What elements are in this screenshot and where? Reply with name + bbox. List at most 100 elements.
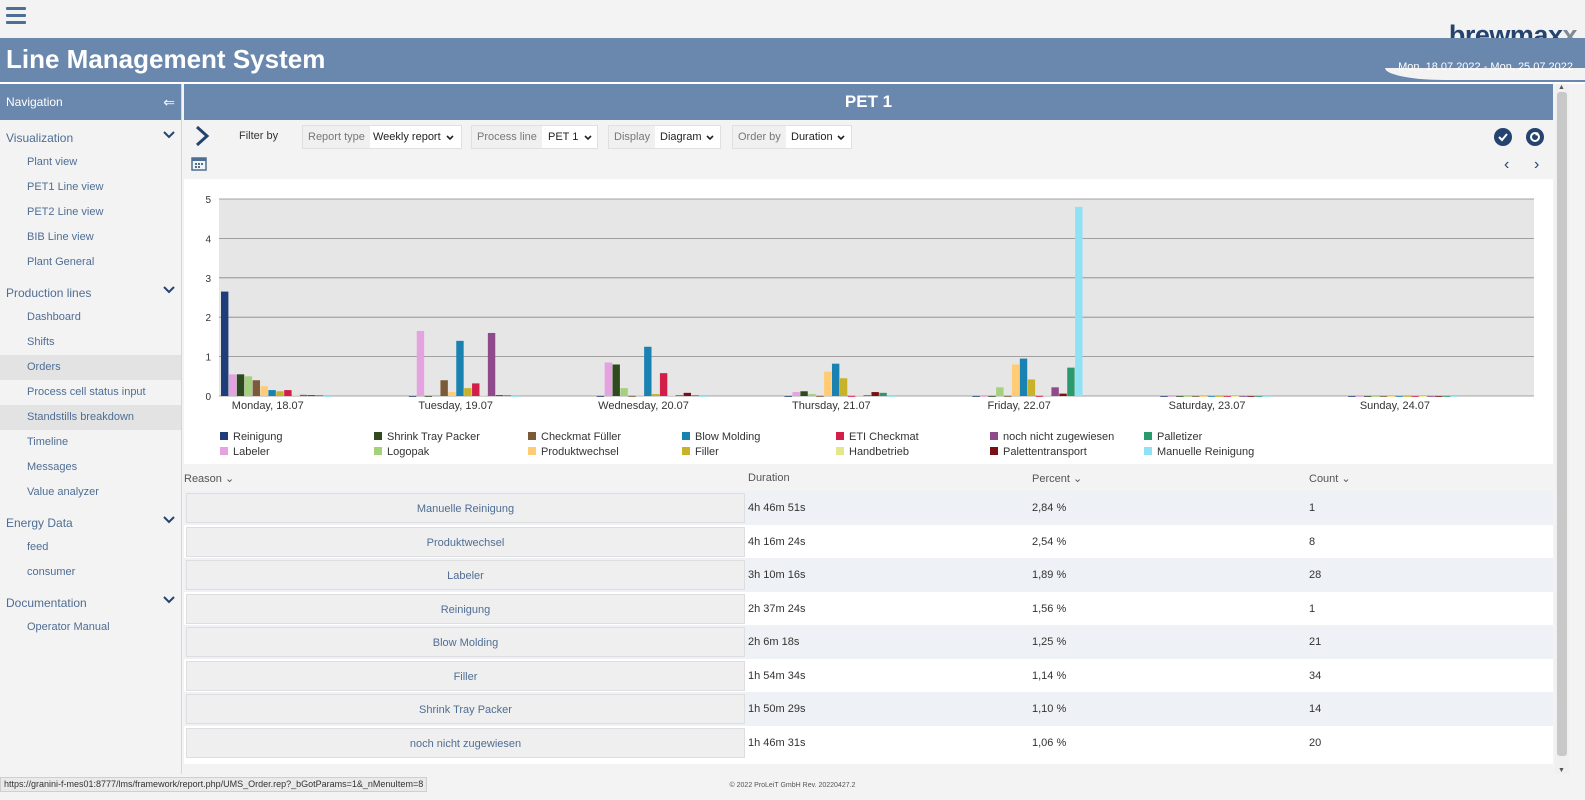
sidebar-item[interactable]: BIB Line view — [27, 231, 94, 243]
legend-swatch — [220, 447, 228, 455]
sidebar-item[interactable]: Operator Manual — [27, 621, 110, 633]
plot-background — [219, 199, 1534, 396]
legend-label: noch nicht zugewiesen — [1003, 431, 1114, 443]
sidebar-item[interactable]: Shifts — [27, 336, 55, 348]
table-row[interactable]: Reinigung 2h 37m 24s 1,56 % 1 — [184, 592, 1553, 626]
top-bar: brewmaxx — [0, 0, 1585, 50]
expand-filter-icon[interactable] — [194, 125, 210, 147]
nav-group-2[interactable]: Energy Data — [0, 505, 181, 535]
chart-bar — [292, 394, 300, 396]
table-row[interactable]: Manuelle Reinigung 4h 46m 51s 2,84 % 1 — [184, 491, 1553, 525]
order-by-select[interactable]: Order by Duration — [732, 125, 852, 149]
reason-header[interactable]: Reason ⌄ — [184, 473, 235, 485]
chart-bar — [863, 395, 871, 397]
chart-bar — [1450, 396, 1459, 397]
legend-swatch — [682, 447, 690, 455]
report-type-select[interactable]: Report type Weekly report — [302, 125, 462, 149]
sidebar-item[interactable]: feed — [27, 541, 49, 553]
reason-cell[interactable]: Reinigung — [186, 593, 745, 624]
standstills-chart: 0 1 2 3 4 5 Monday, 18.07 Tuesday, 19.07 Wednesd… — [184, 179, 1553, 464]
count-header[interactable]: Count ⌄ — [1309, 473, 1351, 485]
sidebar-item[interactable]: Messages — [27, 461, 78, 473]
table-row[interactable]: Shrink Tray Packer 1h 50m 29s 1,10 % 14 — [184, 692, 1553, 726]
sidebar-item[interactable]: Process cell status input — [27, 386, 146, 398]
sidebar-item[interactable]: Orders — [0, 355, 181, 380]
reason-cell[interactable]: Blow Molding — [186, 627, 745, 657]
percent-header[interactable]: Percent ⌄ — [1032, 473, 1083, 485]
chart-bar — [879, 392, 887, 396]
process-line-select[interactable]: Process line PET 1 — [471, 125, 598, 149]
count-cell: 8 — [1309, 535, 1316, 548]
calendar-icon[interactable] — [191, 155, 207, 171]
chart-bar — [988, 396, 996, 397]
reason-cell[interactable]: Produktwechsel — [186, 526, 745, 557]
duration-cell: 2h 6m 18s — [748, 636, 800, 648]
reason-cell[interactable]: Filler — [186, 660, 745, 691]
sidebar-item[interactable]: Value analyzer — [27, 486, 99, 498]
reason-cell[interactable]: Labeler — [186, 560, 745, 590]
chart-bar — [1067, 367, 1075, 396]
reason-cell[interactable]: noch nicht zugewiesen — [186, 727, 745, 758]
previous-week-icon[interactable]: ‹ — [1504, 156, 1510, 173]
chart-bar — [824, 371, 832, 396]
table-row[interactable]: Labeler 3h 10m 16s 1,89 % 28 — [184, 558, 1553, 592]
duration-cell: 2h 37m 24s — [748, 602, 806, 615]
chevron-down-icon[interactable] — [163, 513, 175, 525]
page-scrollbar[interactable]: ▲ ▼ — [1555, 84, 1569, 774]
reason-cell[interactable]: Manuelle Reinigung — [186, 493, 745, 523]
display-select[interactable]: Display Diagram — [608, 125, 721, 149]
reset-icon[interactable] — [1526, 128, 1544, 146]
chart-bar — [972, 396, 980, 397]
nav-group-1[interactable]: Production lines — [0, 275, 181, 305]
sidebar-item[interactable]: PET2 Line view — [27, 206, 104, 218]
sidebar-item[interactable]: consumer — [27, 566, 76, 578]
chart-bar — [1051, 387, 1059, 396]
date-nav-bar: ‹ › — [184, 153, 1553, 179]
next-week-icon[interactable]: › — [1534, 156, 1540, 173]
chart-bar — [628, 396, 636, 397]
reason-cell[interactable]: Shrink Tray Packer — [186, 694, 745, 724]
chevron-down-icon — [706, 135, 714, 141]
chart-bar — [1075, 206, 1083, 396]
scrollbar-thumb[interactable] — [1557, 92, 1567, 756]
chart-bar — [1035, 396, 1044, 397]
apply-check-icon[interactable] — [1494, 128, 1512, 146]
filter-bar: Filter by Report type Weekly report Proc… — [184, 120, 1553, 153]
scroll-up-icon[interactable]: ▲ — [1558, 84, 1565, 91]
footer: © 2022 ProLeiT GmbH Rev. 20220427.2 — [729, 782, 856, 789]
percent-cell: 1,56 % — [1032, 602, 1067, 615]
table-row[interactable]: Blow Molding 2h 6m 18s 1,25 % 21 — [184, 625, 1553, 659]
x-tick-label: Tuesday, 19.07 — [418, 400, 493, 412]
sidebar-item[interactable]: Plant view — [27, 156, 78, 168]
chart-bar — [816, 396, 824, 397]
chart-bar — [221, 291, 229, 396]
y-tick-label: 5 — [205, 195, 211, 206]
chart-bar — [1247, 396, 1255, 397]
chart-bar — [323, 396, 332, 397]
sidebar-item[interactable]: Timeline — [27, 436, 69, 448]
app-title: Line Management System — [6, 44, 326, 74]
scroll-down-icon[interactable]: ▼ — [1558, 767, 1565, 774]
menu-icon[interactable] — [6, 7, 26, 29]
sidebar-item[interactable]: Dashboard — [27, 311, 81, 323]
collapse-sidebar-icon[interactable]: ⇐ — [163, 94, 175, 110]
table-row[interactable]: noch nicht zugewiesen 1h 46m 31s 1,06 % 20 — [184, 726, 1553, 760]
table-row[interactable]: Filler 1h 54m 34s 1,14 % 34 — [184, 659, 1553, 693]
legend-swatch — [528, 432, 536, 440]
chevron-down-icon[interactable] — [163, 128, 175, 140]
sidebar-item[interactable]: PET1 Line view — [27, 181, 104, 193]
nav-group-0[interactable]: Visualization — [0, 120, 181, 150]
legend-swatch — [1144, 447, 1152, 455]
sidebar-item[interactable]: Standstills breakdown — [0, 405, 181, 430]
percent-cell: 1,25 % — [1032, 636, 1067, 648]
table-row[interactable]: Produktwechsel 4h 16m 24s 2,54 % 8 — [184, 525, 1553, 559]
chevron-down-icon[interactable] — [163, 593, 175, 605]
nav-group-3[interactable]: Documentation — [0, 585, 181, 615]
duration-cell: 1h 54m 34s — [748, 669, 806, 682]
chevron-down-icon[interactable] — [163, 283, 175, 295]
sidebar-item[interactable]: Plant General — [27, 256, 95, 268]
table-header: Reason ⌄ Duration Percent ⌄ Count ⌄ — [184, 464, 1553, 491]
duration-header[interactable]: Duration — [748, 472, 790, 484]
chart-bar — [1411, 396, 1419, 397]
chart-bar — [1059, 393, 1067, 396]
